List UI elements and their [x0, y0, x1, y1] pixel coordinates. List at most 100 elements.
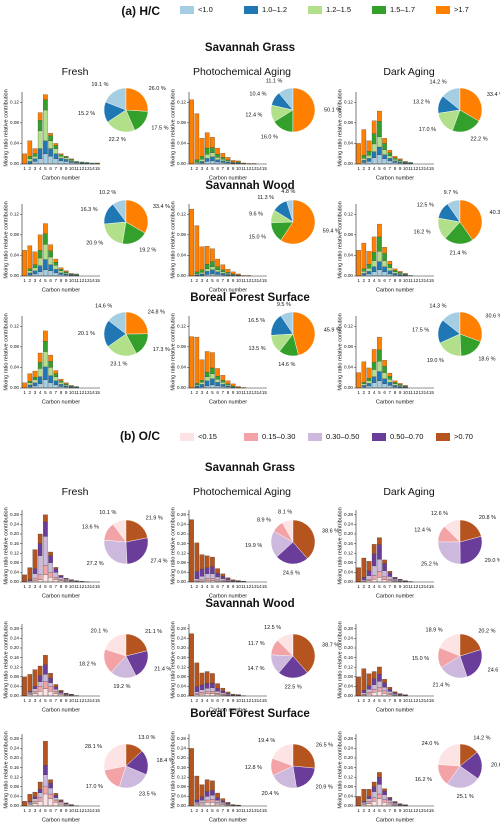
- legend-swatch: [436, 433, 450, 441]
- bar-segment: [27, 693, 33, 695]
- legend-label: 1.2–1.5: [326, 5, 351, 14]
- bar-segment: [210, 802, 215, 807]
- bar-segment: [397, 385, 403, 387]
- x-tick-label: 14: [257, 698, 263, 703]
- x-tick-label: 1: [23, 698, 26, 703]
- bar-segment: [37, 574, 43, 580]
- panel: Mixing ratio relative contribution Carbon…: [170, 507, 339, 599]
- y-axis-label: Mixing ratio relative contribution: [3, 313, 9, 390]
- x-tick-label: 13: [84, 584, 90, 589]
- x-tick-label: 7: [222, 166, 225, 171]
- x-tick-label: 9: [232, 390, 235, 395]
- bar-segment: [53, 384, 59, 389]
- bar-segment: [371, 692, 377, 697]
- bar-segment: [37, 681, 43, 687]
- bar-segment: [220, 160, 226, 163]
- bar-segment: [361, 273, 367, 276]
- bar-segment: [371, 791, 377, 798]
- bar-segment: [392, 268, 398, 271]
- bar-segment: [32, 549, 38, 569]
- bar-segment: [32, 382, 38, 387]
- y-tick-label: 0.00: [10, 161, 19, 166]
- bar-segment: [361, 129, 367, 156]
- x-tick-label: 9: [65, 698, 68, 703]
- bar-segment: [53, 148, 59, 154]
- bar-segment: [37, 250, 43, 259]
- y-tick-label: 0.00: [344, 273, 353, 278]
- bar-segment: [220, 159, 226, 162]
- pie-label: 26.0 %: [149, 86, 166, 92]
- pie-slice: [125, 633, 148, 657]
- x-tick-label: 9: [232, 278, 235, 283]
- bar-segment: [366, 385, 372, 389]
- bar-segment: [210, 269, 215, 275]
- x-tick-label: 14: [90, 808, 96, 813]
- x-tick-label: 9: [65, 278, 68, 283]
- y-tick-label: 0.20: [344, 645, 353, 650]
- bar-segment: [194, 271, 200, 275]
- pie-label: 24.6 %: [488, 667, 500, 673]
- y-tick-label: 0.20: [10, 755, 19, 760]
- bar-segment: [53, 793, 59, 796]
- bar-segment: [215, 368, 220, 377]
- pie-label: 20.8 %: [479, 515, 496, 521]
- bar-segment: [356, 372, 361, 389]
- pie-slice: [292, 519, 316, 559]
- pie-slice: [292, 311, 316, 356]
- bar-segment: [48, 367, 53, 376]
- bar-segment: [199, 689, 205, 693]
- bar-segment: [215, 258, 220, 267]
- x-tick-label: 6: [383, 808, 386, 813]
- x-tick-label: 1: [190, 698, 193, 703]
- bar-segment: [377, 361, 382, 372]
- pie-label: 11.7 %: [248, 641, 265, 647]
- bar-segment: [387, 264, 393, 268]
- bar-segment: [27, 384, 33, 388]
- pie-label: 16.2 %: [415, 777, 432, 783]
- bar-segment: [58, 575, 64, 577]
- pie-label: 50.1 %: [324, 108, 341, 114]
- bar-segment: [32, 691, 38, 694]
- x-tick-label: 3: [34, 278, 37, 283]
- legend-swatch: [308, 433, 322, 441]
- pie-slice: [125, 519, 148, 543]
- bar-segment: [220, 271, 226, 274]
- bar-segment: [27, 692, 33, 694]
- x-tick-label: 12: [246, 390, 252, 395]
- group-title: Savannah Grass: [205, 462, 295, 474]
- bar-segment: [215, 382, 220, 387]
- bar-segment: [215, 147, 220, 155]
- x-tick-label: 7: [389, 166, 392, 171]
- bar-segment: [204, 351, 210, 373]
- bar-segment: [43, 153, 48, 165]
- pie-label: 9.5 %: [277, 302, 291, 308]
- bar-segment: [366, 579, 372, 581]
- bar-segment: [387, 372, 393, 377]
- y-axis-label: Mixing ratio relative contribution: [3, 621, 9, 698]
- bar-segment: [220, 384, 226, 387]
- x-tick-label: 9: [399, 808, 402, 813]
- x-tick-label: 10: [403, 808, 409, 813]
- x-tick-label: 9: [232, 584, 235, 589]
- bar-segment: [220, 380, 226, 383]
- bar-segment: [371, 781, 377, 787]
- bar-segment: [371, 266, 377, 273]
- bar-segment: [48, 677, 53, 683]
- bar-segment: [392, 692, 398, 694]
- pie-slice: [292, 743, 316, 769]
- x-tick-label: 12: [413, 390, 419, 395]
- bar-segment: [48, 682, 53, 687]
- y-tick-label: 0.24: [177, 522, 186, 527]
- bar-segment: [377, 681, 382, 688]
- pie-label: 20.9 %: [86, 241, 103, 247]
- bar-segment: [382, 138, 387, 144]
- legend-label: >0.70: [454, 432, 473, 441]
- y-tick-label: 0.00: [177, 803, 186, 808]
- bar-segment: [397, 160, 403, 163]
- x-tick-label: 4: [206, 698, 209, 703]
- bar-segment: [204, 671, 210, 684]
- bar-segment: [382, 247, 387, 254]
- y-tick-label: 0.12: [10, 774, 19, 779]
- bar-segment: [48, 562, 53, 573]
- bar-segment: [210, 352, 215, 369]
